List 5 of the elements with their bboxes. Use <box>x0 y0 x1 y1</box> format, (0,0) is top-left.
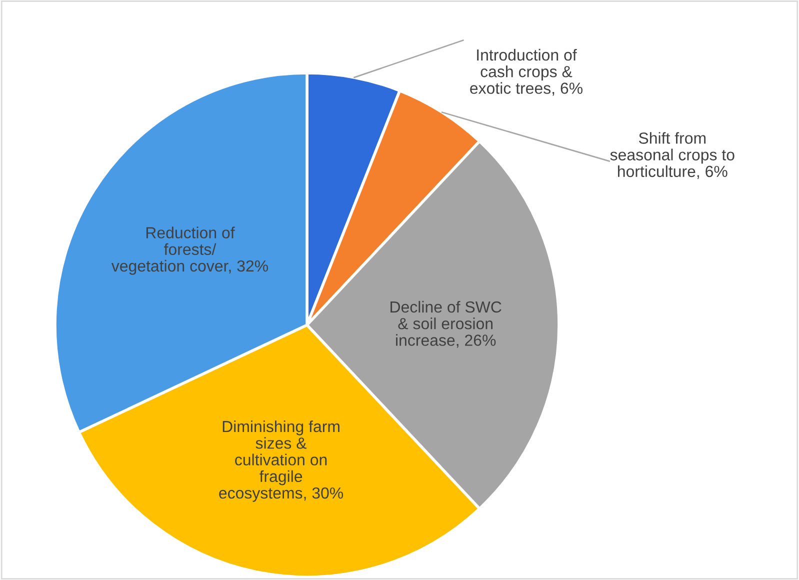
slice-label: Decline of SWC & soil erosion increase, 26% <box>390 300 502 348</box>
slice-label: Diminishing farm sizes & cultivation on fragile ecosystems, 30% <box>219 420 344 502</box>
slice-label: Reduction of forests/ vegetation cover, 32% <box>111 226 268 275</box>
slice-label: Introduction of cash crops & exotic trees, 6% <box>470 48 582 96</box>
slice-label: Shift from seasonal crops to horticulture, 6% <box>610 132 734 179</box>
